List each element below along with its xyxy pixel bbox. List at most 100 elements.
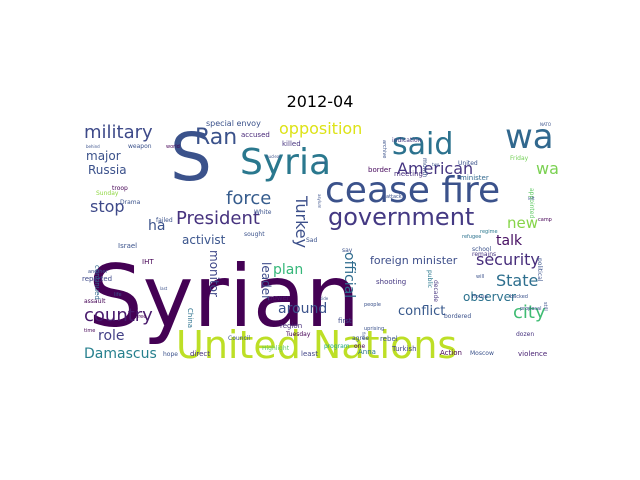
cloud-word: another (88, 269, 108, 275)
cloud-word: nuclear (266, 154, 281, 159)
cloud-word: Ran (195, 125, 237, 150)
cloud-word: continued (93, 265, 101, 300)
cloud-word: regime (480, 229, 498, 235)
cloud-word: minister (460, 174, 489, 182)
cloud-word: new (507, 214, 538, 232)
cloud-word: Syrian (88, 247, 360, 347)
cloud-word: power (268, 294, 290, 302)
cloud-word: hope (163, 351, 178, 358)
cloud-word: Damascus (84, 346, 157, 362)
cloud-word: least (301, 350, 318, 358)
cloud-word: remains (472, 251, 496, 258)
cloud-word: plan (273, 262, 303, 278)
cloud-word: ha (148, 218, 165, 234)
cloud-word: NATO (540, 122, 551, 127)
chart-title: 2012-04 (286, 92, 354, 111)
cloud-word: school (472, 246, 492, 253)
cloud-word: city (513, 302, 546, 323)
cloud-word: stop (90, 197, 125, 216)
cloud-word: wa (505, 118, 554, 157)
cloud-word: monitor (207, 250, 221, 297)
cloud-word: life (114, 292, 122, 298)
cloud-word: first (338, 317, 352, 325)
cloud-word: role (98, 328, 125, 344)
cloud-word: Syria (240, 142, 331, 183)
cloud-word: sought (244, 231, 265, 238)
cloud-word: one (354, 343, 365, 350)
cloud-word: S (170, 119, 212, 196)
cloud-word: refugee (462, 234, 481, 240)
cloud-word: country (84, 305, 153, 326)
cloud-word: side (320, 296, 329, 301)
cloud-word: accused (241, 131, 270, 139)
cloud-word: opposition (279, 119, 362, 138)
cloud-word: American (397, 159, 473, 178)
cloud-word: killed (282, 140, 301, 148)
cloud-word: cease fire (325, 170, 500, 211)
cloud-word: White (254, 209, 272, 216)
cloud-word: China (186, 308, 194, 328)
cloud-word: President (176, 208, 260, 229)
cloud-word: rebel (380, 335, 398, 343)
cloud-word: public (426, 270, 433, 288)
cloud-word: world (166, 144, 180, 150)
cloud-word: region (280, 322, 302, 330)
cloud-word: said (392, 127, 453, 162)
cloud-word: violence (518, 350, 547, 358)
cloud-word: United (458, 160, 478, 167)
cloud-word: Highlight (262, 345, 290, 352)
cloud-word: indication (392, 137, 422, 144)
cloud-word: Sad (306, 237, 317, 244)
cloud-word: bordered (444, 313, 471, 320)
cloud-word: conflict (398, 304, 445, 319)
cloud-word: foreign minister (370, 254, 458, 267)
cloud-word: House (472, 294, 488, 300)
cloud-word: talk (496, 233, 523, 249)
cloud-word: proposal (520, 306, 541, 312)
cloud-word: camp (538, 217, 552, 223)
cloud-word: carry (316, 160, 327, 165)
cloud-word: activist (182, 233, 226, 247)
cloud-word: people (364, 302, 381, 308)
cloud-word: asylum (317, 194, 322, 209)
cloud-word: government (328, 203, 474, 231)
cloud-word: time (84, 328, 95, 334)
cloud-word: meeting (394, 170, 423, 178)
cloud-word: will (476, 274, 484, 280)
cloud-word: appointed (528, 188, 535, 218)
cloud-word: still (542, 302, 548, 311)
cloud-word: decade (432, 280, 439, 302)
cloud-word: troop (112, 185, 128, 192)
cloud-word: last (160, 286, 168, 291)
cloud-word: shooting (376, 278, 406, 286)
cloud-word: IHT (142, 258, 154, 266)
cloud-word: United Nations (176, 323, 457, 363)
cloud-word: Tuesday (285, 331, 311, 338)
cloud-word: Turkey (292, 195, 311, 248)
cloud-word: Anna (358, 348, 376, 356)
cloud-word: failed (156, 217, 173, 224)
cloud-word: Action (440, 349, 462, 357)
cloud-word: Russia (88, 163, 127, 177)
cloud-word: behind (86, 144, 100, 149)
cloud-word: observer (463, 290, 516, 304)
cloud-word: dozen (516, 331, 534, 338)
cloud-word: military (84, 122, 153, 143)
cloud-word: security (476, 250, 540, 269)
cloud-word: left (528, 196, 535, 201)
cloud-word: around (278, 301, 327, 317)
cloud-word: Council (228, 335, 250, 342)
cloud-word: Friday (510, 155, 529, 162)
cloud-word: official (341, 252, 357, 298)
cloud-word: State (496, 271, 538, 290)
cloud-word: Drama (120, 199, 141, 206)
cloud-word: war (536, 159, 560, 178)
cloud-word: border (368, 166, 391, 174)
cloud-word: Moscow (470, 350, 494, 357)
cloud-word: archive (381, 140, 387, 158)
cloud-word: agree (352, 335, 370, 342)
cloud-word: Sunday (96, 190, 119, 197)
cloud-word: Three (131, 314, 146, 320)
cloud-word: find (361, 332, 366, 340)
